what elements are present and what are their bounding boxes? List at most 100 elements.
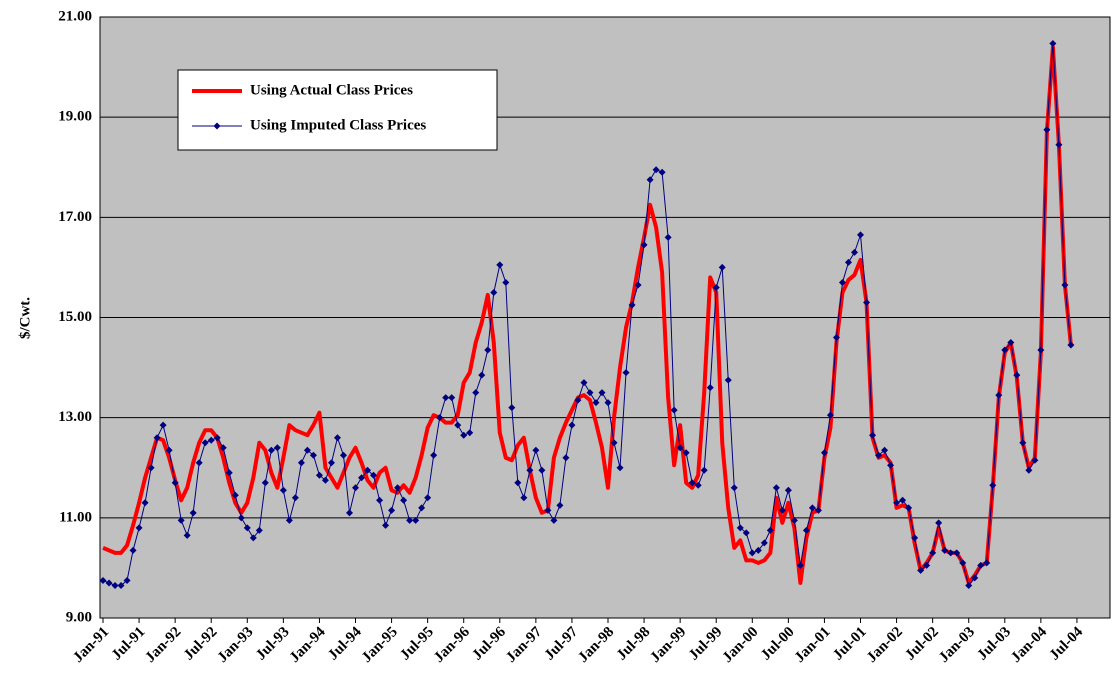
data-point bbox=[808, 504, 816, 512]
x-tick-label: Jul-02 bbox=[902, 624, 942, 664]
data-point bbox=[315, 471, 323, 479]
data-point bbox=[730, 484, 738, 492]
data-point bbox=[544, 506, 552, 514]
data-point bbox=[550, 516, 558, 524]
data-point bbox=[502, 278, 510, 286]
y-tick-label: 19.00 bbox=[58, 109, 92, 125]
data-point bbox=[706, 384, 714, 392]
data-point bbox=[592, 399, 600, 407]
y-tick-label: 15.00 bbox=[58, 309, 92, 325]
data-point bbox=[899, 496, 907, 504]
x-tick-label: Jul-91 bbox=[109, 624, 149, 664]
data-point bbox=[610, 439, 618, 447]
data-point bbox=[832, 334, 840, 342]
data-point bbox=[694, 481, 702, 489]
data-point bbox=[652, 166, 660, 174]
data-point bbox=[123, 576, 131, 584]
x-tick-label: Jul-01 bbox=[830, 624, 870, 664]
data-point bbox=[333, 434, 341, 442]
data-point bbox=[309, 451, 317, 459]
x-tick-label: Jan-93 bbox=[215, 624, 257, 666]
data-point bbox=[814, 506, 822, 514]
data-point bbox=[1025, 466, 1033, 474]
x-tick-label: Jan-01 bbox=[792, 624, 834, 666]
data-point bbox=[790, 516, 798, 524]
data-point bbox=[857, 231, 865, 239]
data-point bbox=[688, 479, 696, 487]
data-point bbox=[153, 434, 161, 442]
x-tick-label: Jul-03 bbox=[974, 624, 1014, 664]
data-point bbox=[406, 516, 414, 524]
data-point bbox=[370, 471, 378, 479]
data-point bbox=[394, 484, 402, 492]
data-point bbox=[935, 519, 943, 527]
legend-marker bbox=[213, 122, 221, 130]
data-point bbox=[640, 241, 648, 249]
data-point bbox=[364, 466, 372, 474]
data-point bbox=[887, 461, 895, 469]
data-point bbox=[159, 421, 167, 429]
data-point bbox=[941, 546, 949, 554]
y-tick-label: 21.00 bbox=[58, 8, 92, 24]
data-point bbox=[303, 446, 311, 454]
data-point bbox=[622, 369, 630, 377]
x-tick-label: Jan-99 bbox=[647, 624, 689, 666]
data-point bbox=[345, 509, 353, 517]
data-point bbox=[562, 454, 570, 462]
data-point bbox=[508, 404, 516, 412]
data-point bbox=[538, 466, 546, 474]
data-point bbox=[953, 549, 961, 557]
data-point bbox=[201, 439, 209, 447]
data-point bbox=[634, 281, 642, 289]
data-point bbox=[784, 486, 792, 494]
data-point bbox=[105, 579, 113, 587]
data-point bbox=[604, 399, 612, 407]
data-point bbox=[291, 494, 299, 502]
data-point bbox=[772, 484, 780, 492]
data-point bbox=[1049, 40, 1057, 48]
data-point bbox=[923, 561, 931, 569]
x-tick-label: Jan-97 bbox=[503, 624, 545, 666]
data-point bbox=[472, 389, 480, 397]
data-point bbox=[496, 261, 504, 269]
data-point bbox=[838, 278, 846, 286]
data-point bbox=[1055, 141, 1063, 149]
y-axis-label: $/Cwt. bbox=[17, 297, 33, 339]
x-tick-label: Jul-00 bbox=[758, 624, 798, 664]
data-point bbox=[213, 434, 221, 442]
data-point bbox=[983, 559, 991, 567]
data-point bbox=[183, 531, 191, 539]
data-point bbox=[844, 258, 852, 266]
data-point bbox=[490, 288, 498, 296]
x-tick-label: Jul-97 bbox=[542, 624, 582, 664]
data-point bbox=[712, 283, 720, 291]
data-point bbox=[1019, 439, 1027, 447]
data-point bbox=[628, 301, 636, 309]
data-point bbox=[1061, 281, 1069, 289]
data-point bbox=[243, 524, 251, 532]
data-point bbox=[959, 559, 967, 567]
data-point bbox=[929, 549, 937, 557]
data-point bbox=[977, 561, 985, 569]
x-tick-label: Jul-93 bbox=[253, 624, 293, 664]
x-tick-label: Jul-98 bbox=[614, 624, 654, 664]
data-point bbox=[171, 479, 179, 487]
data-point bbox=[670, 406, 678, 414]
data-point bbox=[965, 581, 973, 589]
data-point bbox=[177, 516, 185, 524]
y-tick-label: 13.00 bbox=[58, 409, 92, 425]
data-point bbox=[1067, 341, 1075, 349]
data-point bbox=[117, 581, 125, 589]
x-tick-label: Jul-92 bbox=[181, 624, 221, 664]
data-point bbox=[556, 501, 564, 509]
data-point bbox=[820, 449, 828, 457]
data-point bbox=[267, 446, 275, 454]
data-point bbox=[917, 566, 925, 574]
data-point bbox=[736, 524, 744, 532]
data-point bbox=[905, 504, 913, 512]
data-point bbox=[742, 529, 750, 537]
data-point bbox=[339, 451, 347, 459]
data-point bbox=[376, 496, 384, 504]
data-point bbox=[261, 479, 269, 487]
x-tick-label: Jan-96 bbox=[431, 624, 473, 666]
